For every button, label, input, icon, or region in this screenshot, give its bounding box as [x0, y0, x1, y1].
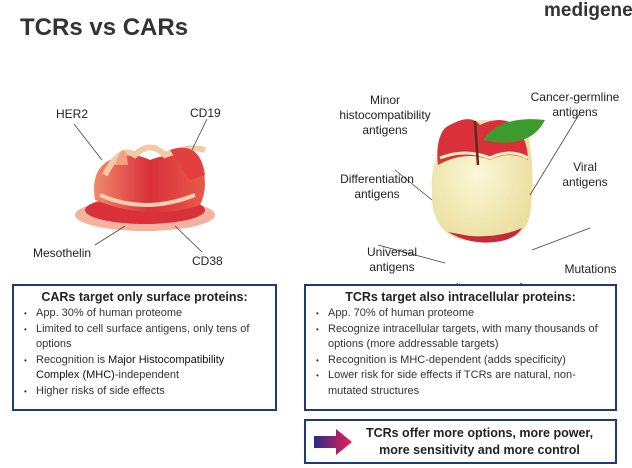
conclusion-text: TCRs offer more options, more power, mor…: [365, 425, 594, 457]
mhc-term: Major Histocompatibility Complex (MHC): [36, 353, 225, 382]
slide-title: TCRs vs CARs: [20, 14, 189, 41]
label-minor-histocompatibility: Minor histocompatibility antigens: [339, 93, 431, 137]
cars-heading: CARs target only surface proteins:: [41, 290, 248, 304]
medigene-logo: medigene: [544, 0, 632, 21]
mhc-suffix: -independent: [114, 369, 180, 381]
label-mesothelin: Mesothelin: [33, 246, 92, 260]
tcrs-bullet: Lower risk for side effects if TCRs are …: [314, 368, 607, 399]
label-cd38: CD38: [192, 254, 223, 268]
conclusion-box: TCRs offer more options, more power, mor…: [304, 419, 617, 464]
cars-bullet: Recognition is Major Histocompatibility …: [22, 353, 267, 384]
cars-box: CARs target only surface proteins: App. …: [12, 284, 277, 411]
label-cancer-germline: Cancer-germline antigens: [530, 90, 620, 119]
label-universal: Universal antigens: [366, 245, 417, 274]
tcrs-box: TCRs target also intracellular proteins:…: [304, 284, 617, 411]
tcrs-heading: TCRs target also intracellular proteins:: [345, 290, 576, 304]
arrow-right-icon: [314, 428, 352, 455]
label-cd19: CD19: [190, 106, 221, 120]
illustrations: [73, 112, 591, 290]
tcrs-bullet: Recognition is MHC-dependent (adds speci…: [314, 353, 607, 369]
cars-bullet: Limited to cell surface antigens, only t…: [22, 322, 267, 353]
peeled-apple-image: [431, 119, 545, 243]
label-differentiation: Differentiation antigens: [340, 172, 414, 201]
tcrs-bullet: Recognize intracellular targets, with ma…: [314, 322, 607, 353]
cars-bullet: Higher risks of side effects: [22, 384, 267, 400]
apple-peel-image: [75, 144, 215, 231]
label-mutations: Mutations: [564, 262, 617, 276]
cars-bullet-text: Recognition is: [36, 353, 109, 366]
peel-leader-lines: [73, 118, 208, 253]
label-viral: Viral antigens: [562, 160, 608, 189]
cars-bullet: App. 30% of human proteome: [22, 306, 267, 322]
label-her2: HER2: [56, 107, 89, 121]
tcrs-bullet: App. 70% of human proteome: [314, 306, 607, 322]
